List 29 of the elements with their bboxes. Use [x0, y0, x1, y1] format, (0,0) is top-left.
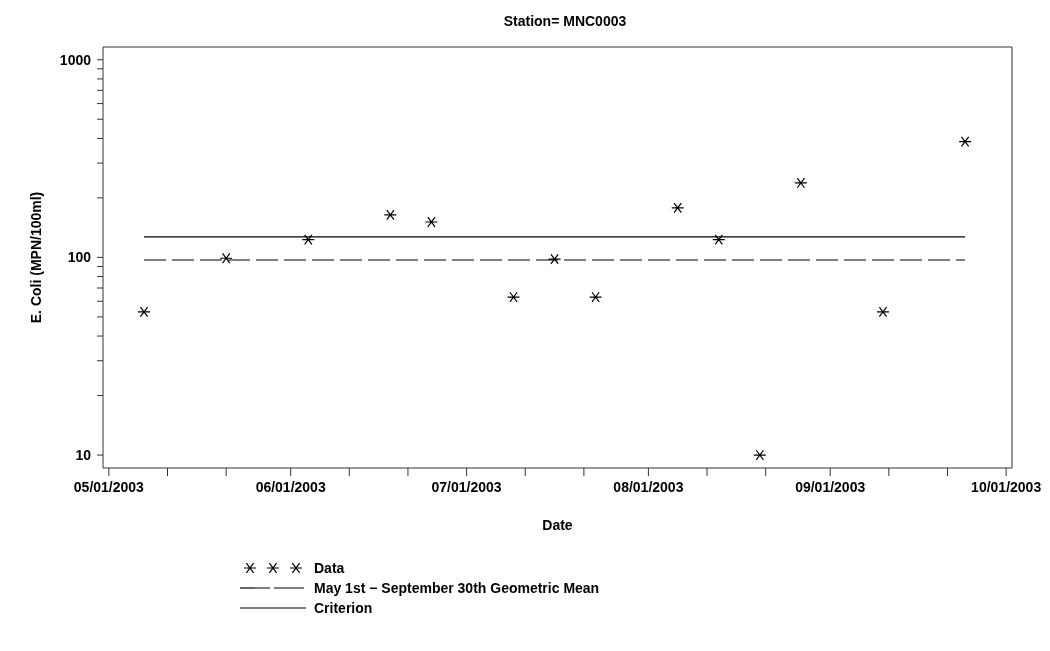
- y-tick-label: 1000: [59, 51, 92, 68]
- point: [958, 136, 972, 148]
- point: [876, 306, 890, 318]
- point: [137, 306, 151, 318]
- legend-label: Data: [314, 560, 345, 576]
- chart-title: Station= MNC0003: [502, 12, 628, 31]
- y-axis-title: E. Coli (MPN/100ml): [27, 191, 44, 324]
- point: [753, 449, 767, 461]
- x-tick-label: 10/01/2003: [971, 479, 1042, 495]
- point: [671, 202, 685, 214]
- point: [589, 291, 603, 303]
- x-tick-label: 07/01/2003: [431, 479, 502, 495]
- x-tick-label: 08/01/2003: [613, 479, 684, 495]
- point: [794, 177, 808, 189]
- point: [547, 253, 562, 265]
- point: [424, 216, 439, 228]
- x-axis-title: Date: [542, 517, 573, 533]
- y-tick-label: 10: [75, 447, 92, 464]
- legend-label: May 1st − September 30th Geometric Mean: [314, 580, 600, 596]
- point: [219, 252, 233, 264]
- y-tick-label: 100: [67, 249, 92, 266]
- x-tick-label: 05/01/2003: [73, 479, 145, 495]
- point: [301, 234, 315, 246]
- x-tick-label: 09/01/2003: [795, 479, 866, 495]
- legend-label: Criterion: [314, 600, 373, 616]
- point: [506, 291, 521, 303]
- point: [712, 234, 726, 246]
- x-tick-label: 06/01/2003: [255, 479, 326, 495]
- point: [383, 209, 397, 221]
